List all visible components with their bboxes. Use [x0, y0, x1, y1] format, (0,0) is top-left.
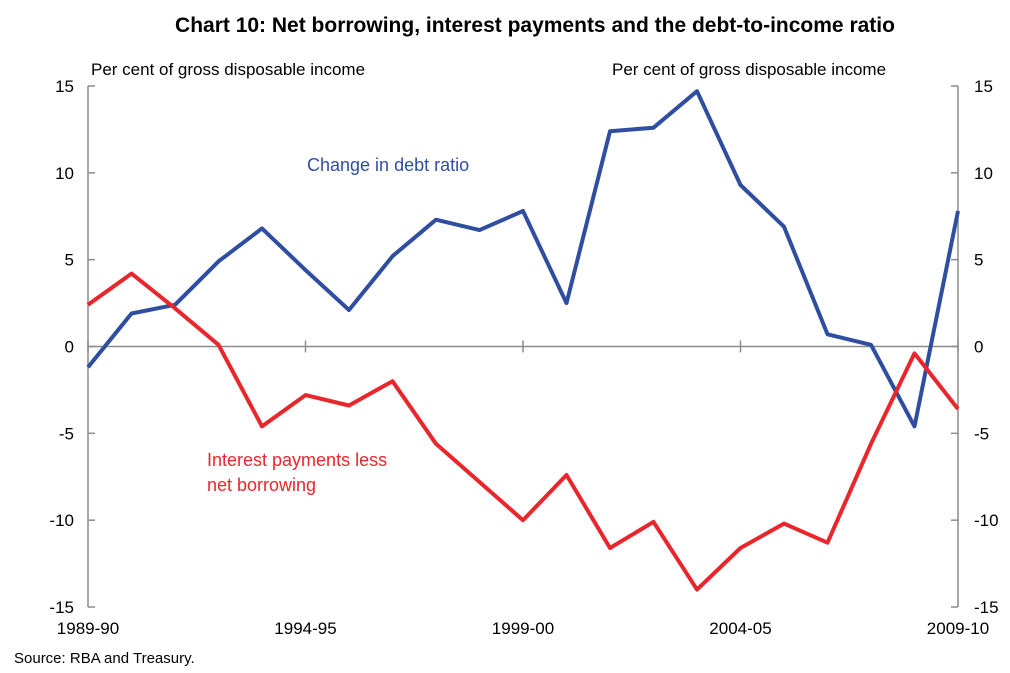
y-tick-label-left: -5 — [59, 424, 74, 443]
chart-title: Chart 10: Net borrowing, interest paymen… — [175, 14, 895, 37]
chart-axes: 15 15 10 10 5 5 0 0 -5 -5 -10 -10 -15 -15 1989-90 1994-… — [49, 77, 998, 638]
x-tick-label: 1989-90 — [57, 619, 119, 638]
annotation-change-in-debt-ratio: Change in debt ratio — [307, 155, 469, 175]
y-tick-label-right: -5 — [974, 424, 989, 443]
series-line-interest-payments-less-net-borrowing — [86, 271, 960, 592]
y-tick-label-right: 5 — [974, 251, 983, 270]
y-tick-label-left: 0 — [65, 338, 74, 357]
right-axis-unit-label: Per cent of gross disposable income — [612, 60, 887, 79]
left-axis-unit-label: Per cent of gross disposable income — [91, 60, 366, 79]
y-tick-label-right: -15 — [974, 598, 999, 617]
chart-series — [86, 89, 960, 592]
y-tick-label-right: 10 — [974, 164, 993, 183]
y-tick-label-left: -10 — [49, 511, 74, 530]
x-tick-label: 1994-95 — [274, 619, 336, 638]
y-tick-label-left: 5 — [65, 251, 74, 270]
series-line-change-in-debt-ratio — [86, 89, 960, 429]
chart-annotations: Change in debt ratio Interest payments le… — [207, 155, 469, 495]
x-tick-label: 1999-00 — [492, 619, 554, 638]
x-tick-label: 2009-10 — [927, 619, 989, 638]
y-tick-label-right: 0 — [974, 338, 983, 357]
x-tick-label: 2004-05 — [709, 619, 771, 638]
y-tick-label-left: 15 — [55, 77, 74, 96]
y-tick-label-right: 15 — [974, 77, 993, 96]
annotation-interest-payments: Interest payments less — [207, 450, 387, 470]
source-note: Source: RBA and Treasury. — [14, 650, 195, 667]
y-tick-label-left: 10 — [55, 164, 74, 183]
y-tick-label-right: -10 — [974, 511, 999, 530]
annotation-interest-payments: net borrowing — [207, 475, 316, 495]
y-tick-label-left: -15 — [49, 598, 74, 617]
